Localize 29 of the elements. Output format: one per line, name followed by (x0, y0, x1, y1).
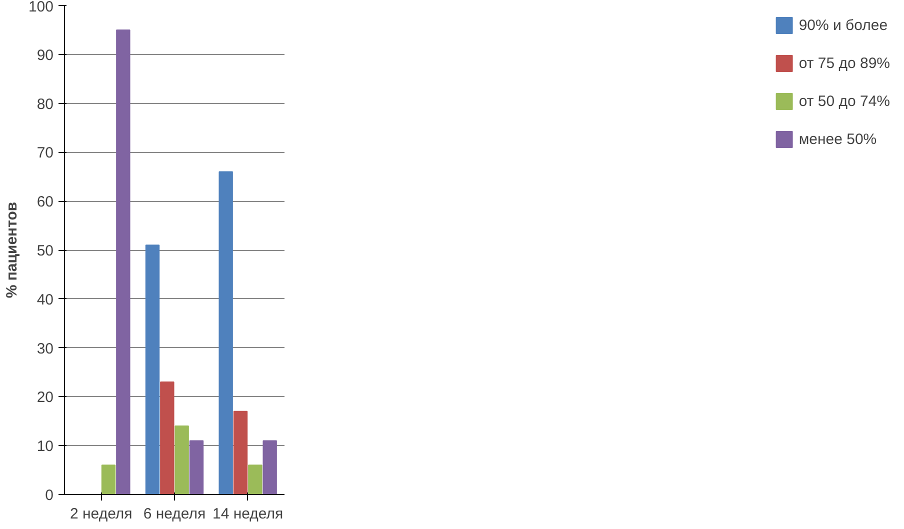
y-tick-label: 100 (28, 0, 54, 16)
y-tick-label: 30 (36, 340, 54, 358)
y-tick-label: 80 (36, 96, 54, 113)
y-tick-label: 60 (36, 194, 54, 211)
x-tick-label: 6 неделя (143, 506, 206, 522)
legend-label: 90% и более (798, 16, 888, 34)
x-tick-label: 2 неделя (70, 506, 132, 522)
bar (218, 171, 233, 494)
bar (145, 244, 160, 494)
x-tick-label: 14 неделя (212, 506, 284, 522)
bar (116, 29, 130, 494)
bar (189, 440, 204, 494)
y-tick-label: 50 (36, 242, 54, 260)
y-tick-label: 10 (36, 438, 54, 456)
y-tick-label: 0 (45, 487, 54, 504)
legend-label: от 50 до 74% (798, 92, 890, 110)
y-tick-label: 70 (36, 144, 54, 162)
bar (262, 440, 277, 494)
y-tick-label: 40 (36, 291, 54, 308)
bar (101, 464, 116, 494)
bar (233, 410, 248, 494)
bar (160, 382, 174, 494)
y-axis-title: % пациентов (3, 202, 20, 298)
legend-label: от 75 до 89% (798, 54, 890, 72)
bar (248, 464, 262, 494)
bar (174, 426, 189, 494)
y-tick-label: 20 (36, 389, 54, 406)
legend-label: менее 50% (798, 130, 877, 148)
y-tick-label: 90 (36, 46, 54, 64)
